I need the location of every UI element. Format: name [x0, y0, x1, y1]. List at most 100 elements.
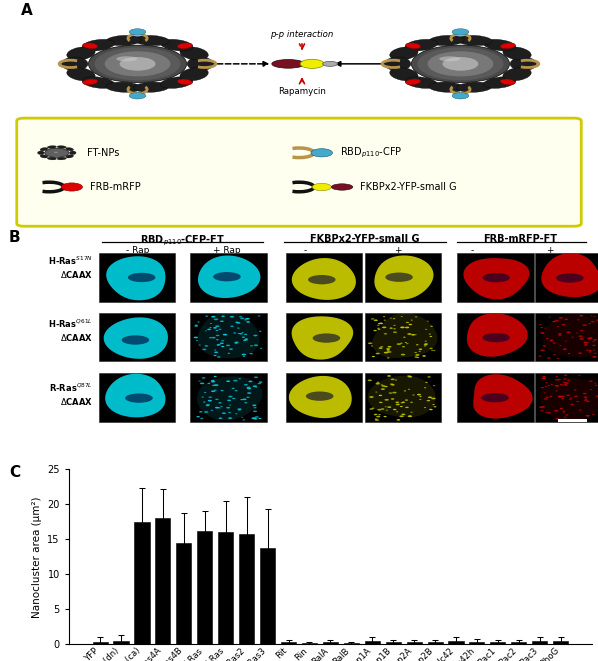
Circle shape — [384, 352, 388, 354]
Circle shape — [411, 334, 415, 336]
Bar — [457, 253, 534, 302]
Circle shape — [218, 329, 222, 330]
Circle shape — [564, 416, 567, 418]
Circle shape — [252, 405, 257, 406]
Ellipse shape — [481, 393, 509, 403]
Bar — [323, 642, 338, 644]
Circle shape — [246, 321, 250, 323]
Circle shape — [258, 315, 261, 317]
Ellipse shape — [457, 82, 492, 93]
Circle shape — [105, 52, 170, 77]
Circle shape — [557, 358, 560, 359]
Circle shape — [253, 410, 257, 412]
Ellipse shape — [66, 155, 74, 158]
Circle shape — [371, 318, 374, 320]
Circle shape — [216, 334, 219, 336]
Circle shape — [576, 401, 579, 402]
Circle shape — [563, 348, 567, 350]
Text: +: + — [394, 246, 401, 255]
Circle shape — [540, 410, 544, 412]
Bar — [535, 313, 598, 362]
Circle shape — [234, 342, 237, 344]
Circle shape — [402, 402, 405, 403]
Bar — [535, 373, 598, 422]
Circle shape — [212, 385, 216, 386]
Circle shape — [300, 59, 324, 68]
Circle shape — [199, 344, 201, 346]
Circle shape — [375, 418, 377, 420]
Circle shape — [392, 392, 396, 393]
Circle shape — [389, 393, 392, 394]
Circle shape — [584, 344, 588, 346]
Text: FT-NPs: FT-NPs — [87, 148, 119, 158]
Circle shape — [407, 375, 411, 377]
Circle shape — [129, 28, 146, 35]
Circle shape — [587, 401, 590, 402]
Circle shape — [247, 388, 251, 389]
Circle shape — [419, 399, 422, 400]
Ellipse shape — [178, 79, 193, 85]
Bar — [532, 641, 547, 644]
Circle shape — [403, 336, 405, 338]
Text: -: - — [471, 246, 474, 255]
Circle shape — [215, 325, 219, 327]
Circle shape — [551, 384, 553, 385]
Circle shape — [389, 327, 393, 329]
Text: B: B — [9, 231, 20, 245]
Circle shape — [591, 321, 595, 323]
Circle shape — [243, 339, 248, 341]
Circle shape — [574, 395, 578, 397]
Circle shape — [259, 330, 261, 332]
Circle shape — [419, 348, 422, 350]
Y-axis label: Nanocluster area (μm²): Nanocluster area (μm²) — [32, 496, 42, 617]
Polygon shape — [198, 256, 260, 298]
Circle shape — [129, 93, 146, 99]
Circle shape — [214, 352, 218, 353]
Circle shape — [382, 385, 385, 387]
Circle shape — [405, 399, 408, 401]
Circle shape — [376, 353, 380, 354]
Polygon shape — [372, 313, 437, 358]
Bar — [176, 543, 191, 644]
Circle shape — [387, 350, 390, 351]
Circle shape — [387, 351, 392, 353]
Circle shape — [544, 398, 548, 400]
Circle shape — [383, 320, 386, 321]
Text: RBD$_{p110}$-CFP: RBD$_{p110}$-CFP — [340, 145, 402, 160]
Circle shape — [592, 356, 597, 358]
Circle shape — [390, 379, 395, 380]
Circle shape — [539, 356, 542, 357]
Circle shape — [211, 381, 215, 383]
Circle shape — [408, 389, 410, 390]
Circle shape — [542, 376, 546, 377]
Circle shape — [414, 334, 417, 335]
Circle shape — [408, 376, 412, 377]
Circle shape — [242, 332, 244, 333]
Circle shape — [219, 342, 224, 344]
Circle shape — [542, 345, 546, 346]
Bar — [99, 373, 175, 422]
Ellipse shape — [483, 40, 516, 51]
Ellipse shape — [67, 47, 95, 60]
Polygon shape — [542, 314, 598, 358]
Circle shape — [588, 350, 592, 351]
Circle shape — [554, 320, 559, 322]
Text: H-Ras$^{S17N}$
$\Delta$CAAX: H-Ras$^{S17N}$ $\Delta$CAAX — [48, 254, 93, 280]
FancyBboxPatch shape — [17, 118, 581, 226]
Circle shape — [570, 404, 574, 405]
Ellipse shape — [405, 79, 420, 85]
Ellipse shape — [82, 77, 115, 89]
Circle shape — [427, 321, 429, 322]
Circle shape — [120, 57, 155, 71]
Circle shape — [218, 407, 221, 408]
Circle shape — [244, 334, 247, 335]
Circle shape — [563, 412, 565, 413]
Ellipse shape — [501, 79, 515, 85]
Circle shape — [559, 345, 562, 346]
Circle shape — [433, 385, 435, 386]
Circle shape — [425, 340, 427, 342]
Circle shape — [204, 411, 208, 413]
Circle shape — [384, 386, 388, 387]
Circle shape — [560, 408, 563, 409]
Circle shape — [211, 391, 215, 392]
